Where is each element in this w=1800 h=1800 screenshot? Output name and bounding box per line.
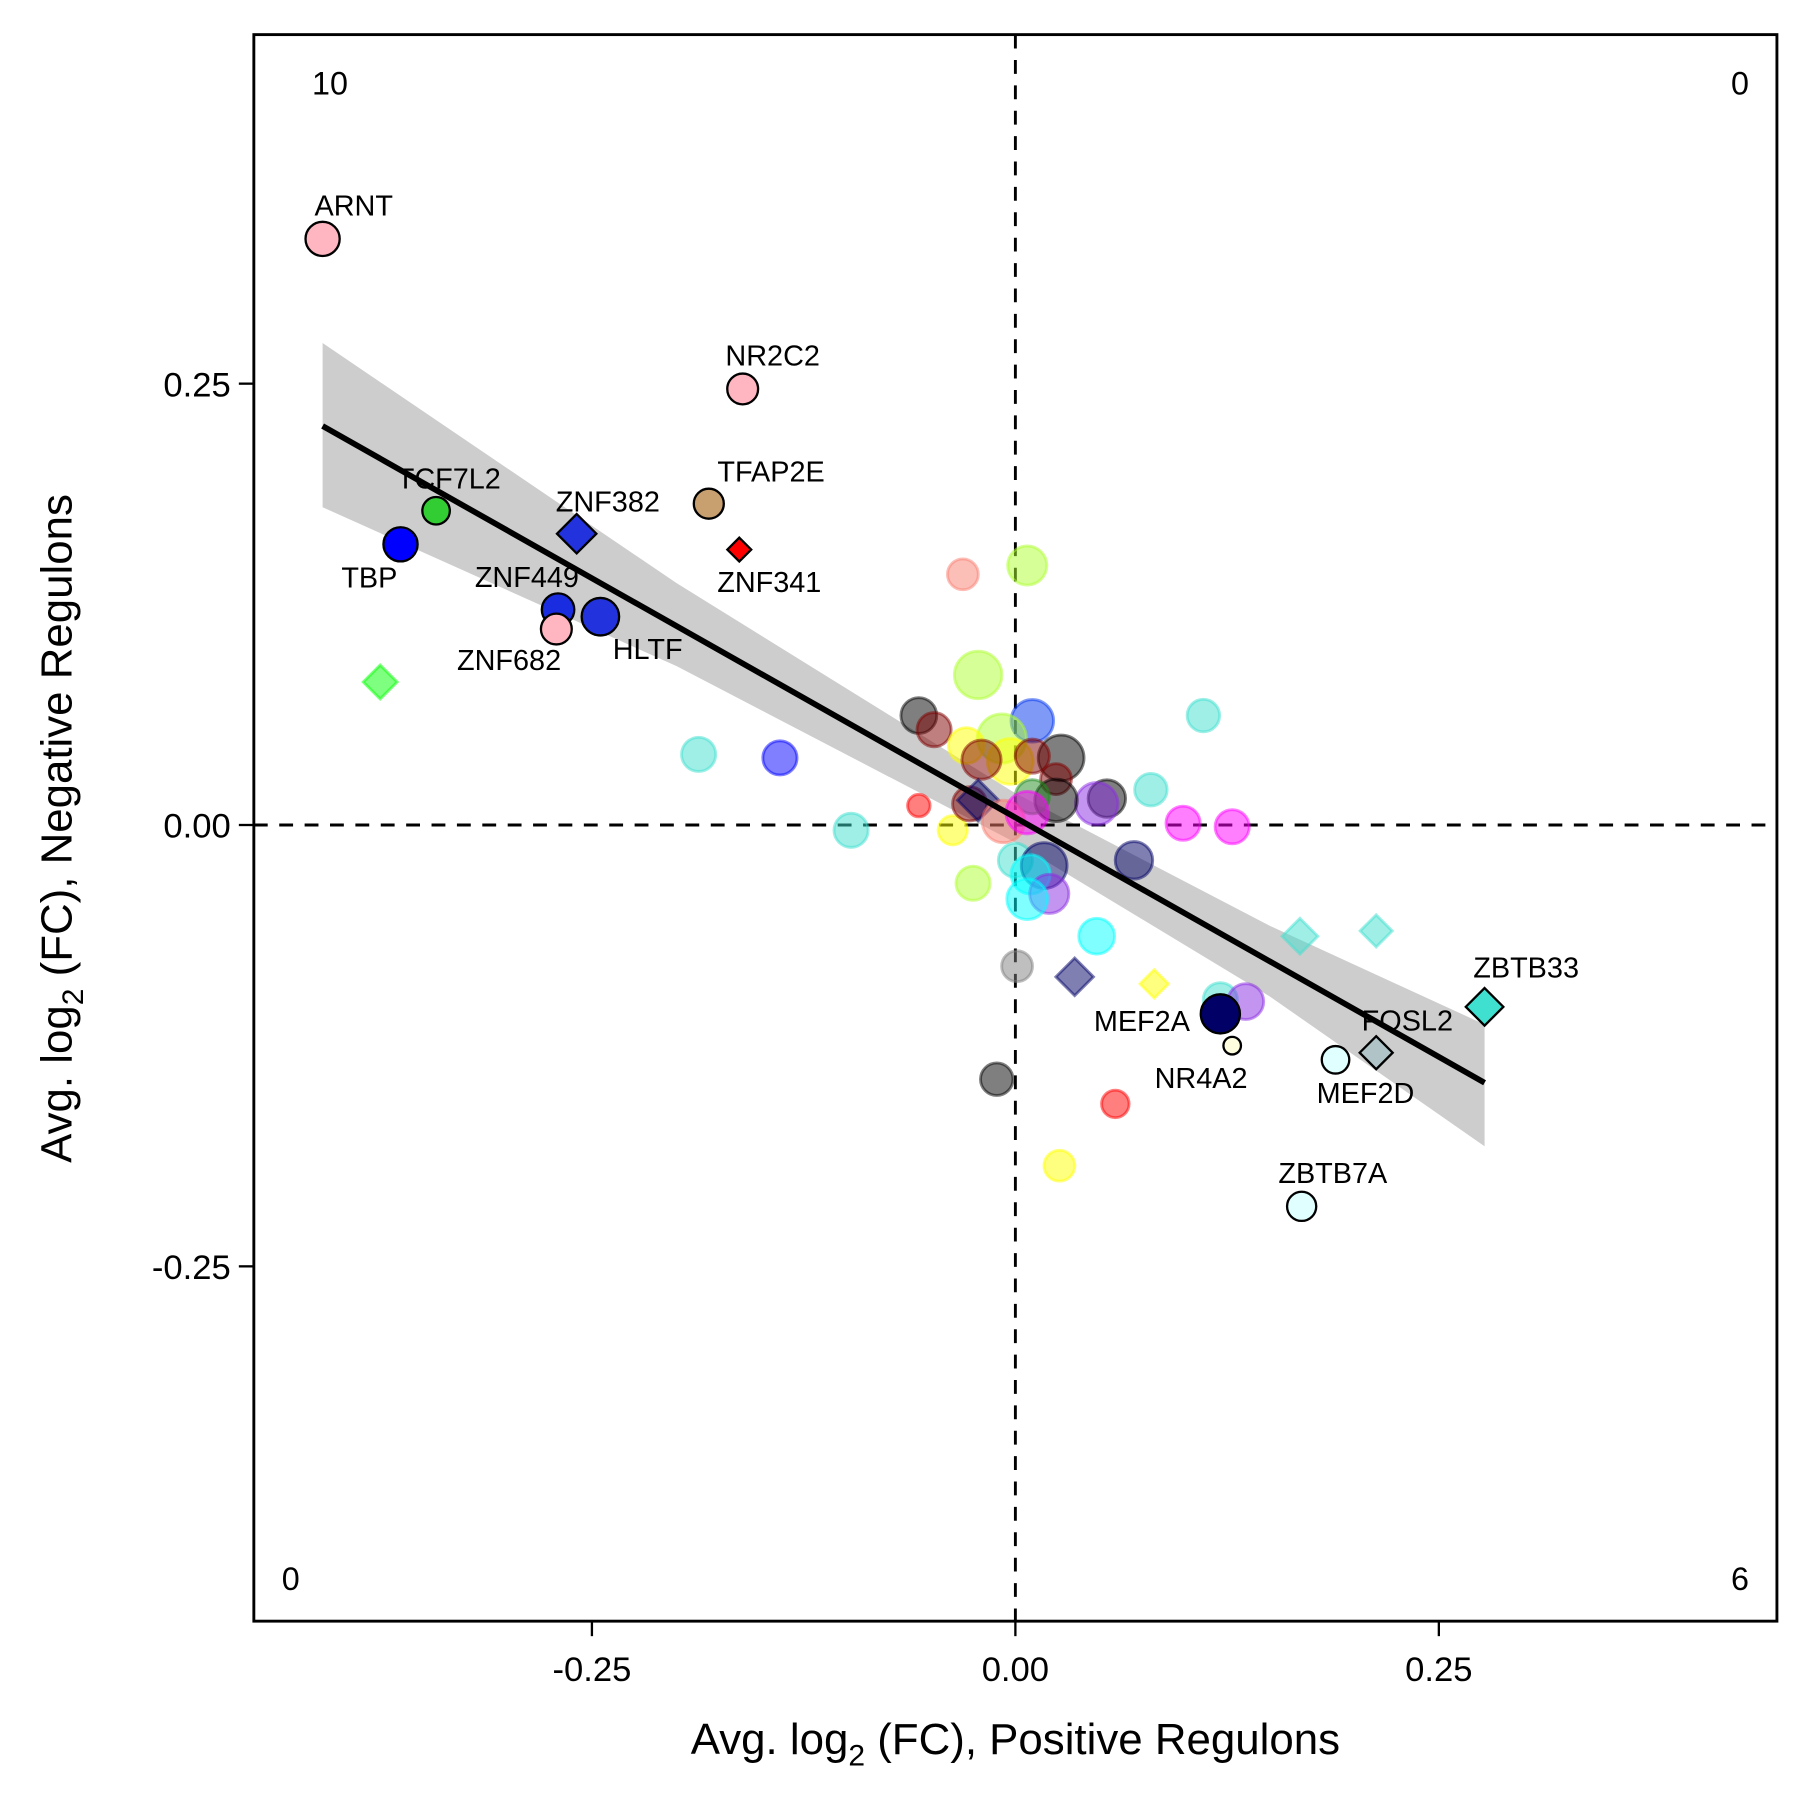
point-label: MEF2D xyxy=(1317,1078,1415,1110)
data-point xyxy=(761,739,799,777)
point-label: ZBTB7A xyxy=(1278,1158,1388,1190)
highlighted-points-layer xyxy=(304,220,1506,1223)
data-point xyxy=(1164,804,1202,842)
y-axis-title: Avg. log2 (FC), Negative Regulons xyxy=(33,494,91,1163)
x-tick-label: -0.25 xyxy=(552,1651,631,1689)
highlighted-point xyxy=(1358,1034,1395,1071)
quadrant-count-top-left: 10 xyxy=(312,66,348,102)
highlighted-point xyxy=(725,536,753,564)
data-point xyxy=(1138,967,1171,1001)
point-label: NR2C2 xyxy=(725,340,820,372)
data-point xyxy=(1358,912,1395,950)
confidence-ribbon-layer xyxy=(322,343,1485,1147)
data-point xyxy=(906,792,932,819)
highlighted-point xyxy=(1320,1044,1351,1075)
data-point xyxy=(1074,781,1120,827)
point-label: TCF7L2 xyxy=(397,463,501,495)
highlighted-point xyxy=(1199,993,1242,1035)
data-point xyxy=(946,557,980,592)
data-point xyxy=(1113,840,1155,881)
highlighted-point xyxy=(555,512,599,556)
regression-line xyxy=(321,423,1486,1086)
point-label: NR4A2 xyxy=(1155,1063,1248,1095)
quadrant-count-bottom-right: 6 xyxy=(1731,1561,1749,1597)
data-point xyxy=(680,735,718,773)
data-point xyxy=(1042,1148,1077,1183)
highlighted-point xyxy=(692,487,725,520)
regression-layer xyxy=(321,423,1486,1086)
data-point xyxy=(915,711,953,749)
data-point xyxy=(955,777,1001,823)
point-label: TFAP2E xyxy=(717,456,824,488)
highlighted-point xyxy=(580,596,621,637)
data-point xyxy=(954,864,992,902)
data-point xyxy=(960,738,1003,781)
highlighted-point xyxy=(1222,1035,1243,1056)
point-label: ARNT xyxy=(315,190,393,222)
quadrant-count-top-right: 0 xyxy=(1731,66,1749,102)
data-point xyxy=(1185,697,1222,734)
data-point xyxy=(1100,1088,1131,1120)
data-point xyxy=(832,811,870,849)
point-label: TBP xyxy=(341,563,397,595)
y-tick-label: 0.25 xyxy=(163,366,230,404)
data-point xyxy=(1000,949,1034,984)
data-point xyxy=(1006,544,1049,587)
data-point xyxy=(1213,808,1251,846)
highlighted-point xyxy=(421,495,451,526)
y-tick-label: -0.25 xyxy=(152,1249,231,1287)
point-label: ZNF449 xyxy=(475,562,579,594)
data-point xyxy=(361,663,400,702)
x-tick-label: 0.25 xyxy=(1405,1651,1472,1689)
data-point xyxy=(1077,916,1117,956)
data-point xyxy=(979,1061,1015,1097)
data-point xyxy=(936,814,969,847)
highlighted-point xyxy=(539,612,573,646)
axis-ticks: -0.25 0.00 0.25 0.25 0.00 -0.25 xyxy=(152,366,1473,1689)
point-label: ZNF341 xyxy=(717,567,821,599)
point-label: MEF2A xyxy=(1094,1006,1191,1038)
data-point xyxy=(1013,737,1051,775)
highlighted-point xyxy=(1464,986,1506,1028)
point-label: ZBTB33 xyxy=(1473,953,1579,985)
data-point xyxy=(1133,772,1169,808)
highlighted-point xyxy=(304,220,341,258)
point-labels: ARNT NR2C2 TCF7L2 TBP ZNF382 TFAP2E ZNF341 ZNF4… xyxy=(315,190,1579,1189)
y-tick-label: 0.00 xyxy=(163,808,230,846)
data-point xyxy=(1005,877,1050,921)
point-label: FOSL2 xyxy=(1362,1005,1453,1037)
highlighted-point xyxy=(382,526,419,563)
highlighted-point xyxy=(1285,1190,1318,1223)
quadrant-count-bottom-left: 0 xyxy=(282,1561,300,1597)
data-point xyxy=(1280,916,1320,957)
data-point xyxy=(1053,955,1096,998)
confidence-ribbon xyxy=(322,343,1485,1147)
highlighted-point xyxy=(726,372,760,406)
x-tick-label: 0.00 xyxy=(982,1651,1049,1689)
data-point xyxy=(952,649,1004,701)
point-label: ZNF682 xyxy=(457,645,561,677)
point-label: HLTF xyxy=(613,634,683,666)
x-axis-title: Avg. log2 (FC), Positive Regulons xyxy=(691,1715,1340,1773)
point-label: ZNF382 xyxy=(556,486,660,518)
